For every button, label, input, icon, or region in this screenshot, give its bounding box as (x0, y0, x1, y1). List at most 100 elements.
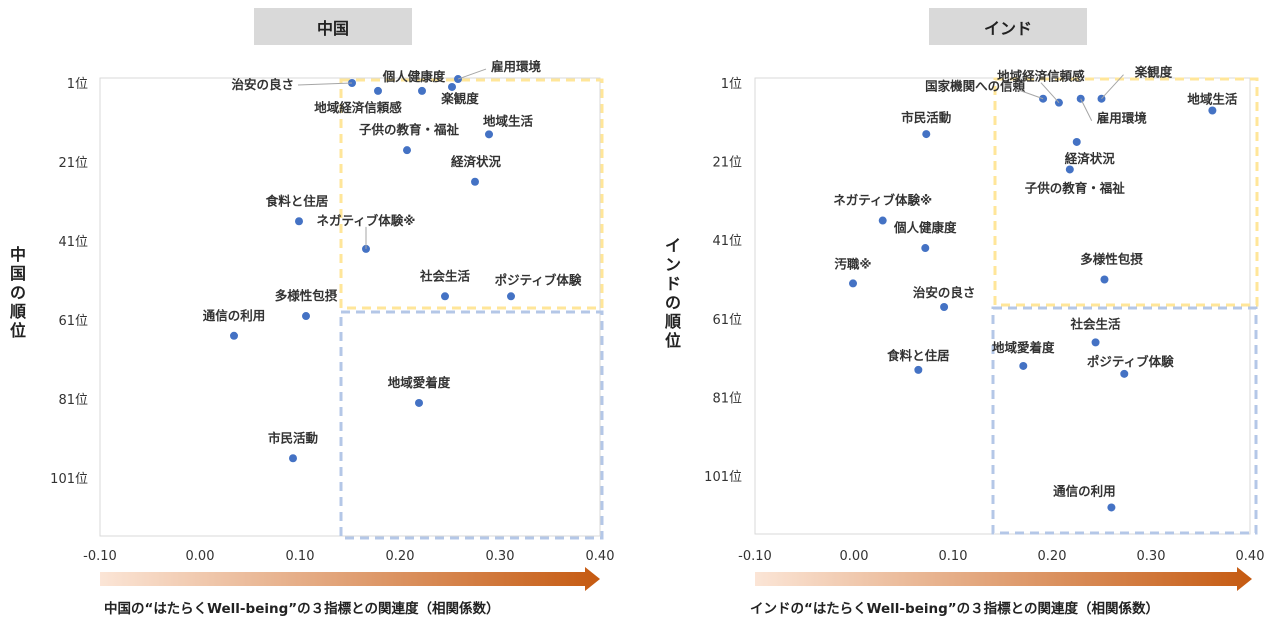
x-tick-label: -0.10 (83, 549, 117, 564)
data-label: 子供の教育・福祉 (1025, 180, 1126, 195)
x-tick-label: -0.10 (738, 549, 772, 564)
x-tick-label: 0.10 (939, 549, 968, 564)
data-label: ポジティブ体験 (495, 272, 582, 287)
y-tick-label: 81位 (712, 391, 742, 406)
data-label: 雇用環境 (491, 59, 542, 74)
y-tick-label: 61位 (58, 314, 88, 329)
data-labels: 治安の良さ 個人健康度 雇用環境楽観度地域経済信頼感地域生活子供の教育・福祉経済状況… (203, 59, 582, 445)
x-tick-label: 0.30 (1137, 549, 1166, 564)
low-rank-quadrant-box (339, 310, 604, 540)
data-label: 地域愛着度 (992, 340, 1055, 355)
data-point (922, 130, 931, 139)
plot-area (99, 77, 601, 537)
y-tick-label: 101位 (50, 472, 88, 487)
data-point (507, 292, 515, 301)
data-label: 通信の利用 (203, 308, 266, 323)
data-label: 多様性包摂 (1080, 252, 1143, 267)
y-tick-label: 81位 (58, 393, 88, 408)
data-label: 多様性包摂 (275, 288, 338, 303)
chart-title: インド (929, 8, 1087, 45)
correlation-arrow (755, 567, 1252, 591)
data-label: 地域経済信頼感 (997, 69, 1085, 84)
data-point (1065, 165, 1074, 174)
x-tick-label: 0.00 (840, 549, 869, 564)
data-label: 通信の利用 (1053, 483, 1116, 498)
data-label: 雇用環境 (1097, 111, 1148, 126)
data-label: 地域愛着度 (388, 375, 451, 390)
data-point (295, 217, 303, 226)
x-tick-label: 0.20 (1038, 549, 1067, 564)
data-point (289, 454, 297, 463)
y-tick-label: 21位 (712, 156, 742, 171)
data-label: 楽観度 (440, 91, 479, 106)
india-chart-panel: インド 地域経済信頼感 国家機関への信頼 楽観度雇用環境 地域生活市民活動経済状況子供… (640, 0, 1280, 630)
data-label: 市民活動 (901, 110, 951, 125)
data-point (441, 292, 449, 301)
data-label: 食料と住居 (886, 348, 950, 363)
correlation-arrow (100, 567, 600, 591)
data-label: 楽観度 (1134, 65, 1173, 80)
data-label: 経済状況 (1065, 151, 1116, 166)
y-tick-label: 1位 (67, 77, 88, 92)
x-axis-title: インドの“はたらくWell-being”の３指標との関連度（相関係数） (750, 601, 1159, 617)
x-tick-label: 0.40 (1236, 549, 1265, 564)
data-label: 地域経済信頼感 (314, 100, 402, 115)
data-label: 食料と住居 (265, 193, 329, 208)
leader-line (1040, 82, 1060, 103)
data-point (448, 82, 456, 91)
y-axis-title: 中国の順位 (9, 245, 26, 340)
low-rank-quadrant-box (991, 306, 1258, 535)
data-point (415, 398, 423, 407)
data-point (1019, 361, 1028, 370)
leader-line (1101, 74, 1124, 100)
x-tick-label: 0.10 (286, 549, 315, 564)
data-point (921, 244, 930, 253)
data-label: ネガティブ体験※ (317, 213, 416, 228)
data-point (1091, 338, 1100, 347)
data-point (230, 331, 238, 340)
data-label: 汚職※ (834, 256, 871, 271)
y-tick-label: 1位 (721, 77, 742, 92)
data-label: 市民活動 (268, 430, 318, 445)
data-label: 治安の良さ (913, 285, 976, 300)
y-tick-labels: 1位 21位 41位 61位 81位 101位 (50, 77, 88, 487)
data-label: 経済状況 (451, 154, 502, 169)
data-point (1208, 106, 1217, 115)
data-point (849, 279, 858, 288)
data-label: 国家機関への信頼 (925, 79, 1026, 94)
y-tick-label: 21位 (58, 156, 88, 171)
data-point (403, 146, 411, 155)
x-tick-label: 0.40 (586, 549, 615, 564)
data-label: 地域生活 (1187, 92, 1238, 107)
data-point (418, 86, 426, 95)
data-points (230, 75, 515, 463)
x-tick-labels: -0.10 0.00 0.10 0.20 0.30 0.40 (83, 549, 614, 564)
data-point (1100, 275, 1109, 284)
china-chart-panel: 中国 治安の良さ 個人健康度 雇用環境 楽観度 地域経済信頼感 地域生活 子供の教育・福祉経… (9, 8, 614, 617)
x-axis-title: 中国の“はたらくWell-being”の３指標との関連度（相関係数） (104, 601, 500, 617)
leader-line (1014, 88, 1044, 100)
leader-line (297, 82, 353, 86)
data-label: ポジティブ体験 (1087, 354, 1174, 369)
y-tick-label: 101位 (704, 470, 742, 485)
data-point (471, 177, 479, 186)
leader-line (457, 68, 487, 80)
data-point (914, 365, 923, 374)
data-label: 社会生活 (419, 268, 471, 283)
y-axis-title: インドの順位 (664, 236, 681, 350)
data-label: ネガティブ体験※ (833, 193, 932, 208)
data-point (374, 86, 382, 95)
data-point (1076, 94, 1085, 103)
data-label: 地域生活 (483, 113, 534, 128)
high-rank-quadrant-box (993, 77, 1259, 307)
x-tick-label: 0.00 (186, 549, 215, 564)
data-point (1120, 369, 1129, 378)
data-label: 個人健康度 (382, 69, 446, 84)
chart-title: 中国 (254, 8, 412, 45)
data-label: 個人健康度 (893, 220, 957, 235)
china-scatter-plot: 治安の良さ 個人健康度 雇用環境楽観度地域経済信頼感地域生活子供の教育・福祉経済状況… (50, 59, 614, 591)
data-points (849, 94, 1217, 512)
y-tick-label: 41位 (712, 234, 742, 249)
data-label: 子供の教育・福祉 (359, 122, 460, 137)
